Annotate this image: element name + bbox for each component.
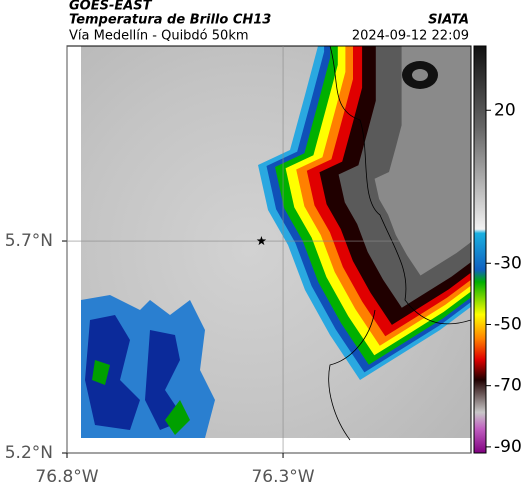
colorbar-label: -50 <box>494 314 522 334</box>
colorbar-label: -70 <box>494 376 522 396</box>
title: Temperatura de Brillo CH13 <box>69 13 271 28</box>
y-tick-label: 5.7°N <box>5 231 53 251</box>
colorbar-label: 20 <box>494 100 516 120</box>
org: SIATA <box>428 13 469 28</box>
cloud-top <box>412 69 428 81</box>
x-tick-label: 76.8°W <box>35 467 98 487</box>
colorbar-label: -30 <box>494 253 522 273</box>
location-marker <box>256 236 267 246</box>
source: GOES-EAST <box>69 0 153 14</box>
datetime: 2024-09-12 22:09 <box>352 29 469 44</box>
x-tick-label: 76.3°W <box>251 467 314 487</box>
colorbar-label: -90 <box>494 437 522 457</box>
cloud-contour <box>374 46 471 276</box>
y-tick-label: 5.2°N <box>5 443 53 463</box>
colorbar <box>473 45 487 454</box>
satellite-image <box>67 46 471 453</box>
subtitle: Vía Medellín - Quibdó 50km <box>69 29 249 44</box>
